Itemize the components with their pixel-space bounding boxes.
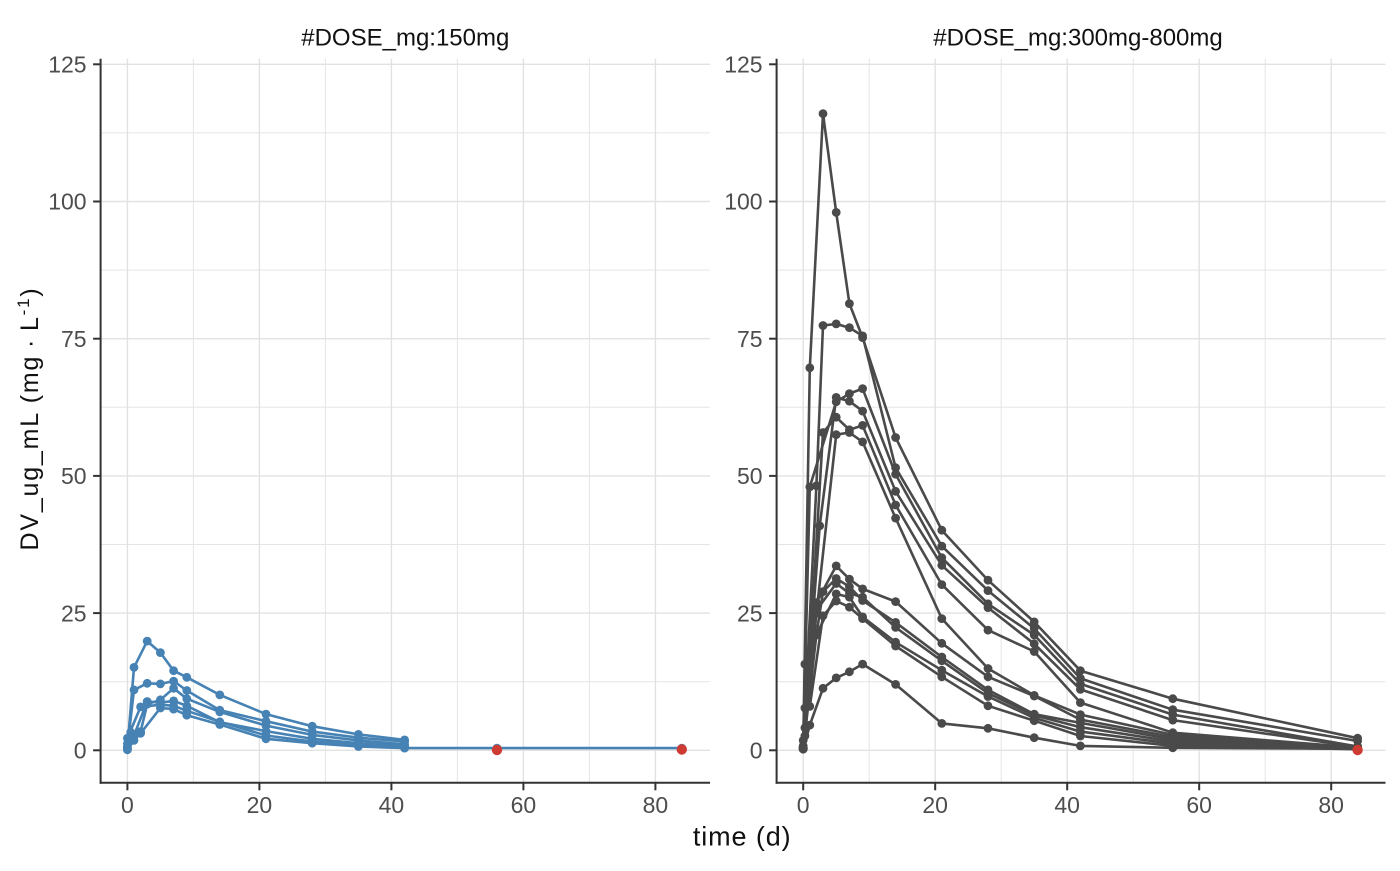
svg-text:75: 75: [61, 326, 87, 352]
svg-text:40: 40: [379, 792, 405, 818]
svg-text:125: 125: [724, 52, 762, 78]
svg-text:80: 80: [643, 792, 669, 818]
svg-text:60: 60: [511, 792, 537, 818]
svg-text:100: 100: [48, 189, 86, 215]
svg-text:time (d): time (d): [693, 821, 792, 851]
svg-text:20: 20: [247, 792, 273, 818]
svg-text:40: 40: [1054, 792, 1080, 818]
svg-text:25: 25: [737, 600, 763, 626]
svg-text:0: 0: [750, 738, 763, 764]
svg-text:125: 125: [48, 52, 86, 78]
svg-text:20: 20: [922, 792, 948, 818]
svg-text:60: 60: [1186, 792, 1212, 818]
svg-text:50: 50: [737, 463, 763, 489]
svg-text:75: 75: [737, 326, 763, 352]
svg-text:0: 0: [121, 792, 134, 818]
svg-text:#DOSE_mg:300mg-800mg: #DOSE_mg:300mg-800mg: [933, 24, 1222, 51]
svg-text:0: 0: [797, 792, 810, 818]
svg-text:80: 80: [1318, 792, 1344, 818]
svg-text:#DOSE_mg:150mg: #DOSE_mg:150mg: [301, 24, 509, 51]
svg-text:DV_ug_mL (mg · L-1): DV_ug_mL (mg · L-1): [14, 286, 45, 550]
svg-text:50: 50: [61, 463, 87, 489]
svg-text:0: 0: [74, 738, 87, 764]
svg-text:100: 100: [724, 189, 762, 215]
svg-text:25: 25: [61, 600, 87, 626]
